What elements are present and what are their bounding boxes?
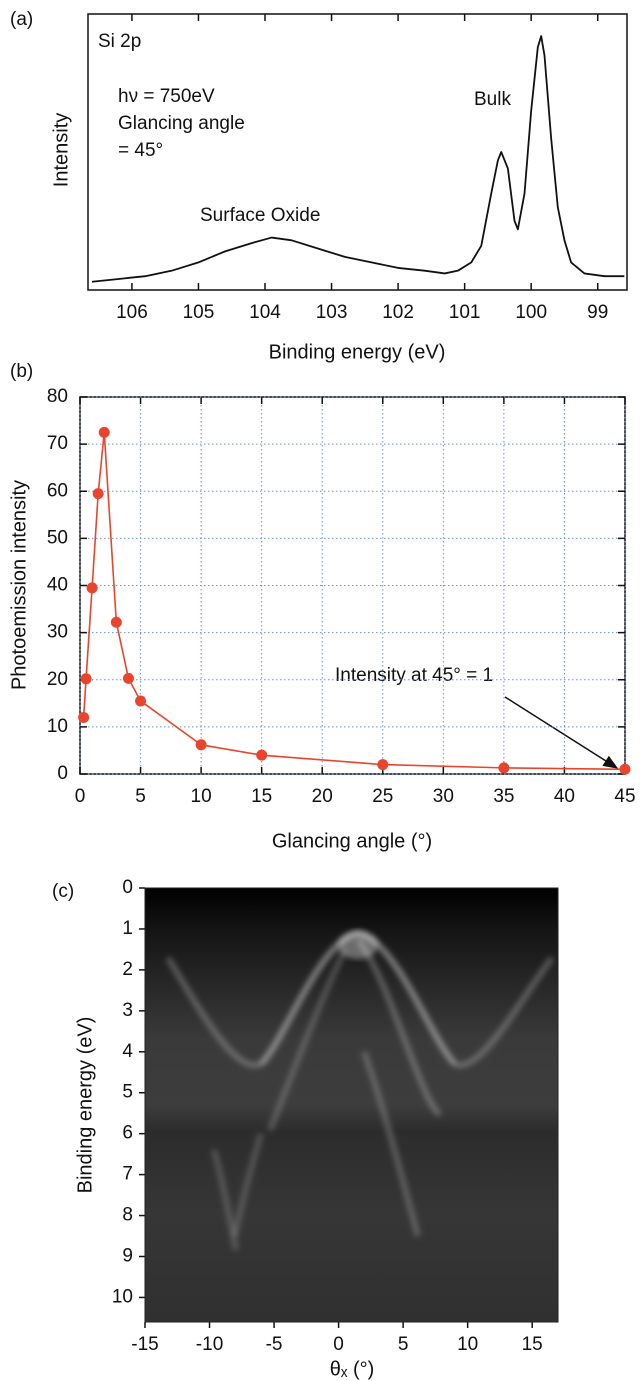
y-tick-label: 30 [47,622,68,643]
y-tick-label: 50 [47,527,68,548]
x-tick-label: 105 [183,302,215,323]
x-tick-label: 99 [587,302,608,323]
x-tick-label: 10 [191,786,212,807]
y-axis-title: Intensity [50,113,72,187]
x-tick-label: 5 [398,1334,409,1355]
x-tick-label: 101 [449,302,481,323]
image-frame [144,887,559,1323]
plot-frame [87,13,628,291]
x-tick-label: 106 [116,302,148,323]
y-tick-label: 8 [122,1205,133,1226]
x-tick-label: 35 [493,786,514,807]
data-point [498,762,510,774]
data-point [78,711,90,723]
y-tick-label: 60 [47,480,68,501]
annotation: Bulk [474,89,511,110]
x-tick-label: 100 [515,302,547,323]
x-tick-label: 102 [382,302,414,323]
panel-label: (c) [52,881,74,902]
x-axis-title: Binding energy (eV) [269,341,446,363]
x-tick-label: 15 [251,786,272,807]
x-tick-label: 0 [333,1334,344,1355]
data-point [135,695,147,707]
x-tick-label: 104 [249,302,281,323]
y-tick-label: 2 [122,959,133,980]
data-point [98,426,110,438]
y-tick-label: 6 [122,1123,133,1144]
data-point [195,739,207,751]
x-tick-label: 103 [316,302,348,323]
data-point [256,749,268,761]
annotation: hν = 750eV [118,86,215,107]
y-tick-label: 4 [122,1041,133,1062]
x-tick-label: 0 [75,786,86,807]
y-tick-label: 80 [47,386,68,407]
y-tick-label: 1 [122,918,133,939]
data-point [86,582,98,594]
annotation: Surface Oxide [200,205,320,226]
x-tick-label: 15 [522,1334,543,1355]
arrow [504,696,619,769]
data-point [80,673,92,685]
x-axis-title: θₓ (°) [330,1358,375,1380]
data-point [377,759,389,771]
data-line [91,35,625,283]
x-axis-title: Glancing angle (°) [272,830,432,852]
y-tick-label: 70 [47,433,68,454]
annotation: = 45° [118,140,163,161]
y-tick-label: 3 [122,1000,133,1021]
y-axis-title: Binding energy (eV) [74,1017,96,1194]
y-tick-label: 20 [47,669,68,690]
y-tick-label: 9 [122,1246,133,1267]
x-tick-label: 45 [614,786,635,807]
x-tick-label: 30 [433,786,454,807]
annotation: Intensity at 45° = 1 [335,665,493,686]
y-tick-label: 7 [122,1164,133,1185]
y-axis-title: Photoemission intensity [8,480,30,690]
annotation: Si 2p [98,31,141,52]
y-tick-label: 0 [122,877,133,898]
y-tick-label: 40 [47,575,68,596]
annotation: Glancing angle [118,113,245,134]
x-tick-label: 20 [312,786,333,807]
y-tick-label: 10 [47,716,68,737]
panel-label: (b) [10,361,33,382]
y-tick-label: 5 [122,1082,133,1103]
data-line [82,431,626,771]
panel-label: (a) [10,9,33,30]
x-tick-label: -15 [131,1334,158,1355]
data-point [619,763,631,775]
arpes-image [145,888,558,1322]
x-tick-label: 40 [554,786,575,807]
x-tick-label: -10 [196,1334,223,1355]
data-point [92,488,104,500]
x-tick-label: 10 [457,1334,478,1355]
x-tick-label: 25 [372,786,393,807]
y-tick-label: 10 [112,1286,133,1307]
x-tick-label: -5 [266,1334,283,1355]
data-point [110,616,122,628]
y-tick-label: 0 [57,763,68,784]
data-point [122,672,134,684]
x-tick-label: 5 [135,786,146,807]
